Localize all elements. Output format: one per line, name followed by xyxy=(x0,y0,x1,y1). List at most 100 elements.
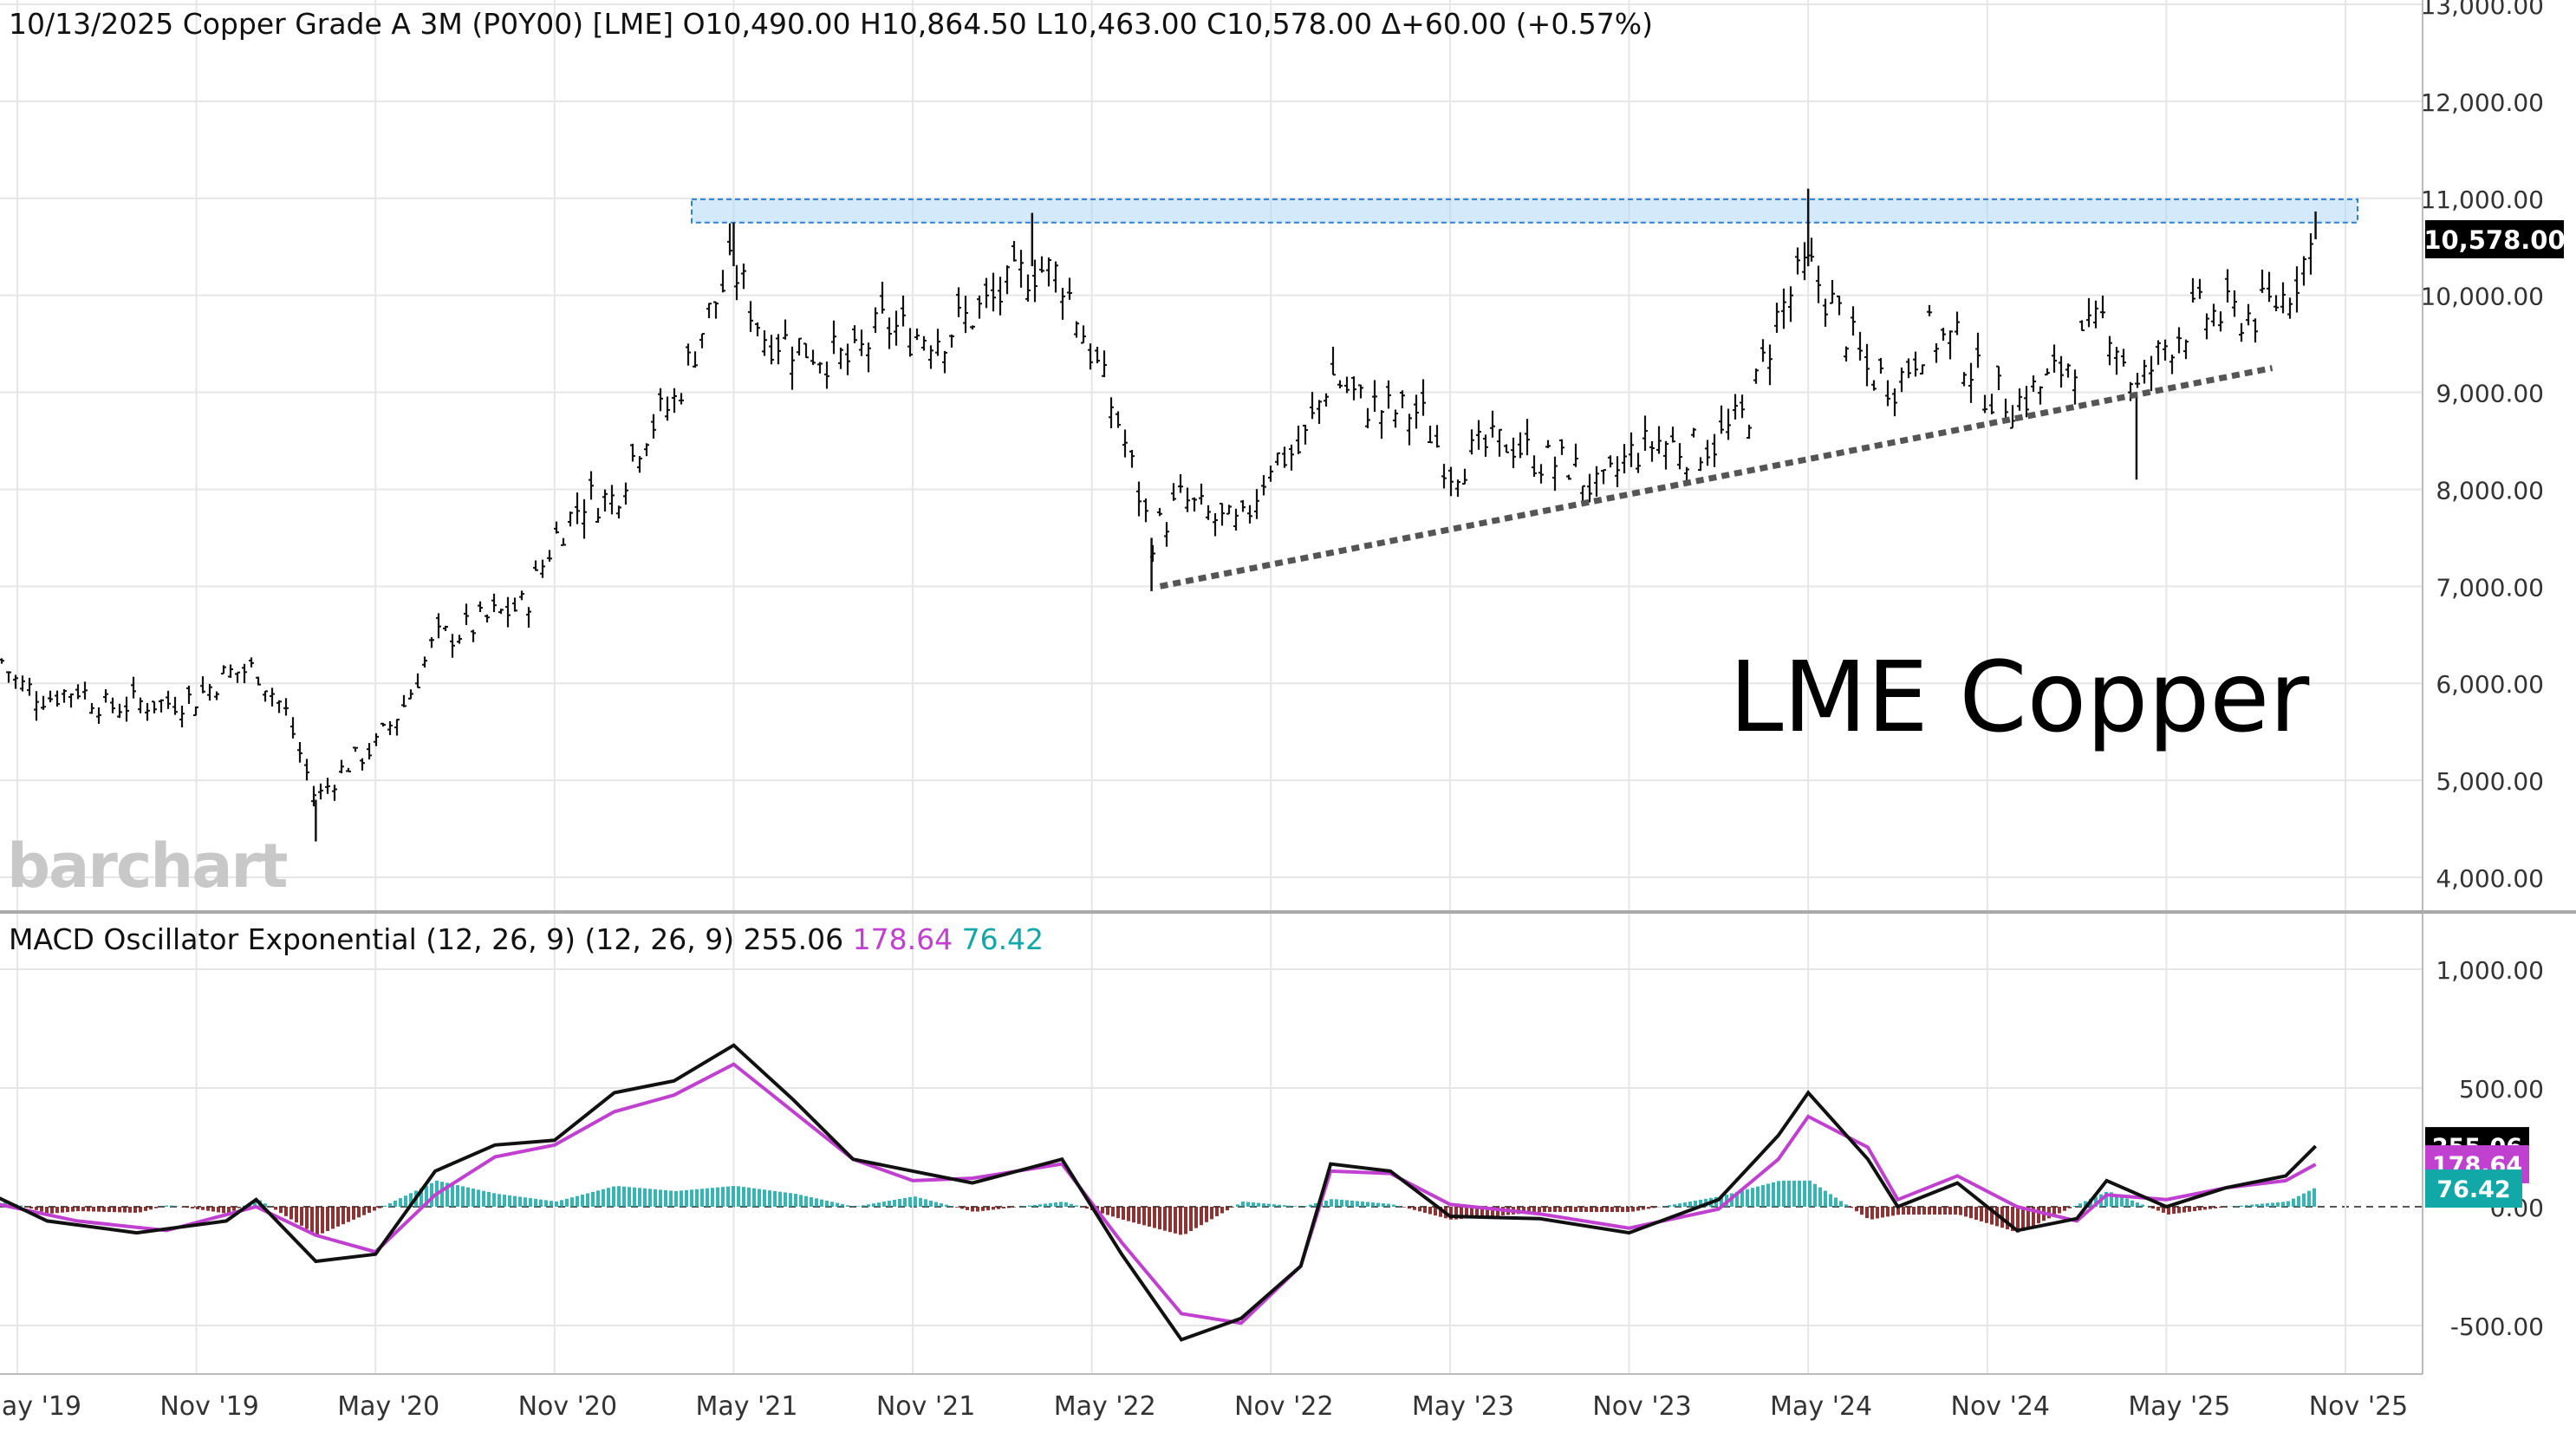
histogram-bar xyxy=(560,1200,563,1207)
histogram-bar xyxy=(388,1202,392,1207)
x-tick-label: May '21 xyxy=(695,1391,797,1422)
histogram-bar xyxy=(1735,1191,1739,1207)
histogram-bar xyxy=(1023,1206,1026,1207)
x-tick-label: Nov '25 xyxy=(2309,1391,2409,1422)
histogram-bar xyxy=(1231,1207,1234,1208)
histogram-bar xyxy=(1044,1203,1047,1207)
header-change: Δ+60.00 (+0.57%) xyxy=(1381,7,1654,41)
histogram-bar xyxy=(1496,1207,1499,1216)
histogram-bar xyxy=(768,1190,771,1207)
histogram-bar xyxy=(1262,1203,1265,1207)
histogram-bar xyxy=(1985,1207,1988,1223)
histogram-bar xyxy=(420,1188,423,1207)
histogram-bar xyxy=(274,1207,277,1210)
signal-line xyxy=(0,1062,2317,1326)
histogram-bar xyxy=(716,1187,719,1207)
histogram-bar xyxy=(1049,1202,1052,1207)
histogram-bar xyxy=(945,1204,948,1207)
histogram-bar xyxy=(315,1207,319,1235)
histogram-bar xyxy=(29,1207,33,1209)
macd-lines xyxy=(0,1043,2318,1342)
histogram-bar xyxy=(331,1207,335,1229)
histogram-bar xyxy=(2302,1193,2306,1207)
histogram-bar xyxy=(2193,1207,2196,1212)
histogram-bar xyxy=(534,1198,537,1207)
histogram-bar xyxy=(773,1190,777,1207)
histogram-bar xyxy=(846,1205,849,1207)
histogram-bar xyxy=(1756,1186,1760,1207)
histogram-bar xyxy=(1470,1207,1473,1219)
histogram-bar xyxy=(986,1207,990,1211)
histogram-bar xyxy=(1449,1207,1453,1220)
histogram-bar xyxy=(1371,1202,1375,1207)
histogram-bar xyxy=(1917,1207,1921,1215)
histogram-bar xyxy=(1460,1207,1463,1220)
histogram-bar xyxy=(804,1195,808,1207)
histogram-bar xyxy=(1673,1204,1676,1207)
macd-histogram xyxy=(3,1180,2316,1235)
histogram-bar xyxy=(2172,1207,2176,1215)
histogram-bar xyxy=(1382,1203,1385,1207)
histogram-bar xyxy=(383,1205,387,1207)
histogram-bar xyxy=(2068,1207,2072,1208)
support-trendline xyxy=(1159,365,2274,589)
histogram-bar xyxy=(1304,1206,1307,1207)
histogram-bar xyxy=(2073,1205,2077,1207)
macd-line xyxy=(0,1043,2318,1342)
support-trendline-line xyxy=(1159,365,2274,589)
histogram-bar xyxy=(19,1205,23,1207)
histogram-bar xyxy=(253,1200,257,1207)
histogram-bar xyxy=(1579,1207,1583,1213)
histogram-bar xyxy=(2032,1207,2035,1227)
histogram-bar xyxy=(596,1190,600,1207)
histogram-bar xyxy=(123,1207,127,1213)
histogram-bar xyxy=(1569,1207,1572,1213)
histogram-bar xyxy=(1850,1207,1853,1208)
histogram-bar xyxy=(461,1186,465,1207)
histogram-bar xyxy=(71,1207,75,1212)
histogram-bar xyxy=(1423,1207,1427,1213)
histogram-bar xyxy=(1038,1204,1042,1207)
histogram-bar xyxy=(550,1201,553,1207)
histogram-bar xyxy=(1111,1207,1115,1217)
histogram-bar xyxy=(2162,1207,2165,1213)
histogram-bar xyxy=(1480,1207,1484,1217)
histogram-bar xyxy=(2136,1202,2139,1207)
histogram-bar xyxy=(565,1198,569,1207)
histogram-bar xyxy=(628,1187,631,1207)
histogram-bar xyxy=(919,1197,922,1207)
histogram-bar xyxy=(1278,1204,1281,1207)
histogram-bar xyxy=(685,1189,688,1207)
histogram-bar xyxy=(1631,1207,1635,1212)
histogram-bar xyxy=(1818,1187,1822,1207)
histogram-bar xyxy=(1392,1204,1395,1207)
histogram-bar xyxy=(477,1189,480,1207)
price-tick-label: 12,000.00 xyxy=(2420,88,2544,117)
x-tick-label: May '22 xyxy=(1054,1391,1156,1422)
header-open: O10,490.00 xyxy=(682,7,851,41)
histogram-bar xyxy=(586,1193,589,1207)
histogram-bar xyxy=(175,1206,179,1207)
histogram-bar xyxy=(456,1185,459,1207)
histogram-bar xyxy=(1387,1203,1390,1207)
histogram-bar xyxy=(903,1197,907,1207)
histogram-bar xyxy=(1064,1202,1068,1207)
histogram-bar xyxy=(1174,1207,1177,1234)
histogram-bar xyxy=(2276,1202,2280,1207)
histogram-bar xyxy=(737,1186,740,1207)
histogram-bar xyxy=(503,1195,506,1207)
histogram-bar xyxy=(2297,1195,2300,1207)
histogram-bar xyxy=(1616,1207,1619,1213)
histogram-bar xyxy=(1647,1207,1650,1209)
histogram-bar xyxy=(1766,1183,1770,1207)
histogram-bar xyxy=(113,1207,116,1213)
price-header: 10/13/2025 Copper Grade A 3M (P0Y00) [LM… xyxy=(9,7,1653,41)
histogram-bar xyxy=(1054,1202,1057,1207)
histogram-bar xyxy=(472,1189,475,1207)
histogram-bar xyxy=(602,1189,605,1207)
histogram-bar xyxy=(2120,1196,2124,1207)
histogram-bar xyxy=(1210,1207,1213,1220)
histogram-bar xyxy=(2271,1202,2274,1207)
histogram-bar xyxy=(1746,1189,1749,1207)
